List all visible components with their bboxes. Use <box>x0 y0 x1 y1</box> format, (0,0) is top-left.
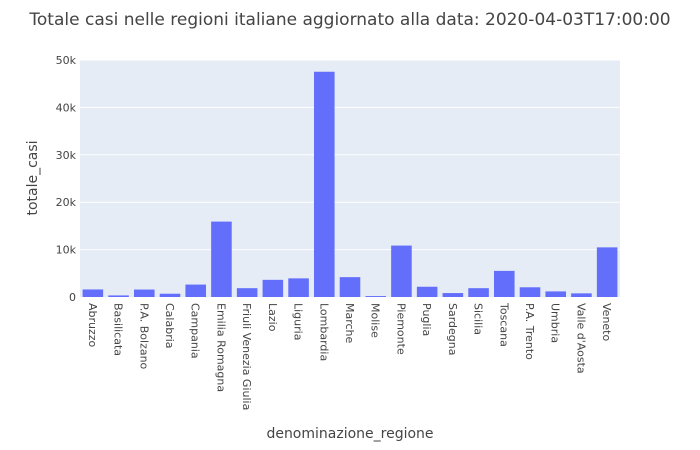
x-tick-label: Campania <box>189 303 202 359</box>
y-tick-label: 10k <box>56 244 77 257</box>
x-tick-label: Marche <box>343 303 356 344</box>
x-tick-labels: Abruzzo Basilicata P.A. Bolzano Calabria Cam… <box>86 302 613 410</box>
x-tick-label: Emilia Romagna <box>214 303 227 392</box>
bar <box>519 287 541 297</box>
bar <box>108 295 129 297</box>
bar <box>442 293 464 297</box>
bar <box>236 288 258 297</box>
x-tick-label: Puglia <box>420 303 433 336</box>
x-tick-label: Umbria <box>549 303 562 343</box>
x-tick-label: Molise <box>369 303 382 338</box>
x-tick-label: Basilicata <box>112 303 125 356</box>
bar <box>494 270 515 297</box>
y-tick-label: 0 <box>69 291 76 304</box>
bar <box>596 247 618 297</box>
bars <box>82 71 618 297</box>
plot-background <box>80 60 620 297</box>
bar <box>288 278 309 297</box>
gridlines <box>80 59 620 251</box>
x-tick-label: Calabria <box>163 303 176 349</box>
bar <box>314 71 335 297</box>
bar <box>134 289 155 297</box>
y-axis-title: totale_casi <box>25 140 41 215</box>
x-tick-label: Valle d'Aosta <box>574 303 587 374</box>
bar <box>185 284 206 297</box>
bar <box>262 279 284 297</box>
y-tick-labels: 0 10k 20k 30k 40k 50k <box>56 54 77 304</box>
y-tick-label: 50k <box>56 54 77 67</box>
x-tick-label: P.A. Bolzano <box>137 303 150 370</box>
y-tick-label: 20k <box>56 196 77 209</box>
bar <box>545 291 566 297</box>
bar <box>468 288 489 297</box>
x-tick-label: Veneto <box>600 303 613 341</box>
x-tick-label: Liguria <box>292 303 305 340</box>
x-tick-label: Lazio <box>266 303 279 332</box>
x-axis-title: denominazione_regione <box>266 426 433 442</box>
bar <box>571 293 592 297</box>
bar <box>365 296 386 297</box>
x-tick-label: Lombardia <box>317 303 330 361</box>
y-tick-label: 40k <box>56 101 77 114</box>
x-tick-label: Abruzzo <box>86 303 99 348</box>
x-tick-label: Sardegna <box>446 303 459 356</box>
x-tick-label: Toscana <box>497 302 510 347</box>
x-tick-label: Sicilia <box>472 303 485 335</box>
x-tick-label: P.A. Trento <box>523 303 536 360</box>
bar <box>211 221 232 297</box>
x-tick-label: Friuli Venezia Giulia <box>240 303 253 410</box>
bar <box>82 289 104 297</box>
bar <box>391 245 412 297</box>
x-tick-label: Piemonte <box>394 303 407 355</box>
chart-title: Totale casi nelle regioni italiane aggio… <box>29 10 671 30</box>
bar <box>339 277 361 297</box>
bar <box>416 286 438 297</box>
y-tick-label: 30k <box>56 149 77 162</box>
bar <box>159 293 181 297</box>
